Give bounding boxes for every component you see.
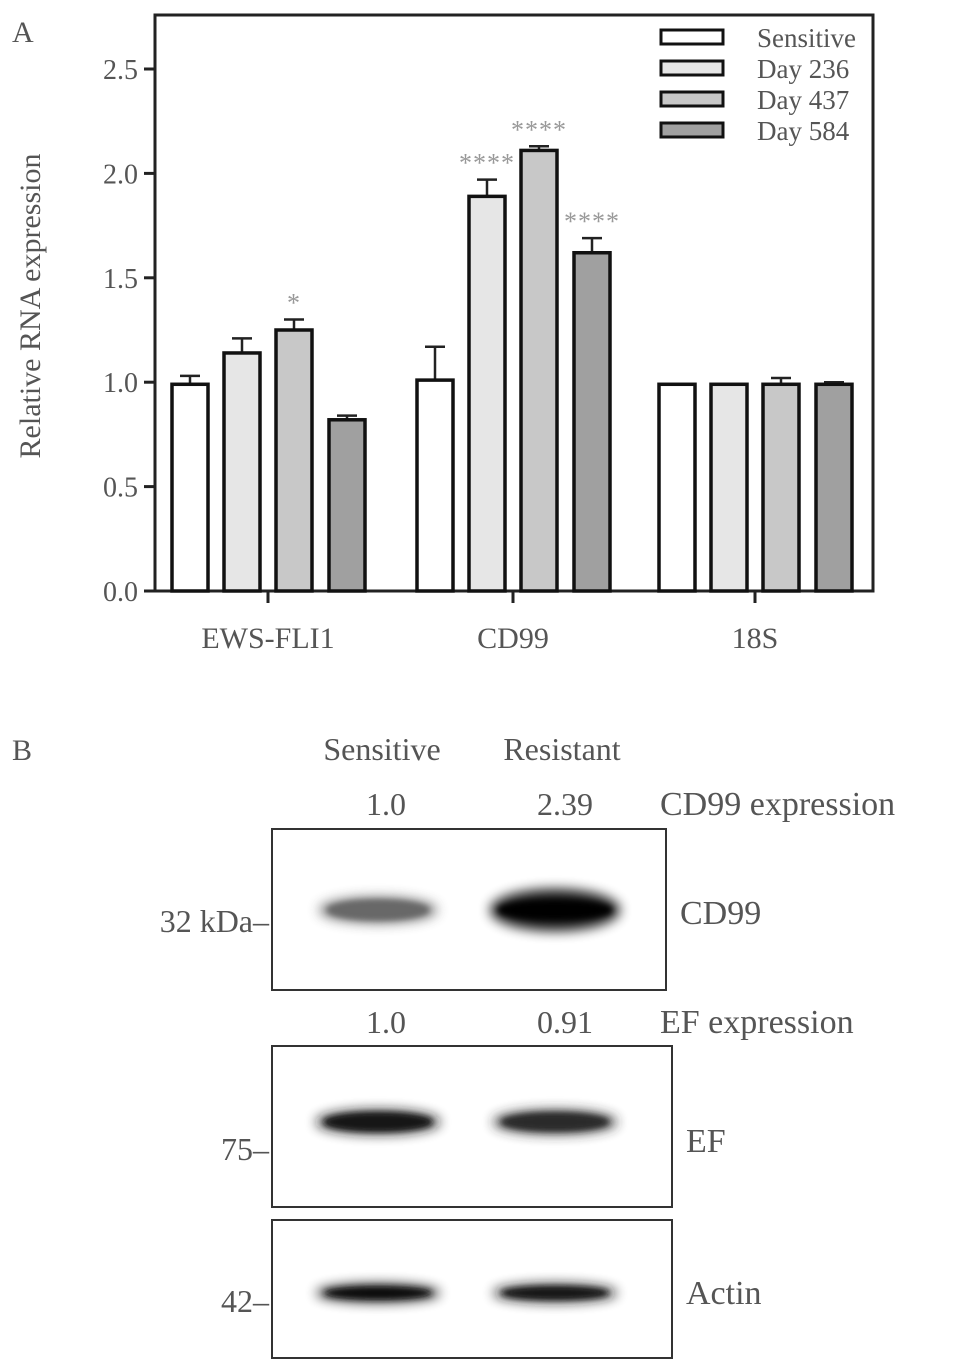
y-tick-label: 1.5 <box>103 264 138 295</box>
y-tick-label: 0.0 <box>103 577 138 608</box>
bar-day-437 <box>274 328 314 593</box>
bar-day-437 <box>519 148 559 593</box>
bar-chart: Relative RNA expression 0.0 0.5 1.0 1.5 2.0 2… <box>14 13 875 655</box>
protein-label: Actin <box>686 1275 762 1312</box>
protein-label: CD99 <box>680 895 761 932</box>
legend-swatch <box>659 121 725 139</box>
bar-sensitive <box>170 382 210 593</box>
legend-label: Sensitive <box>757 23 856 53</box>
legend-label: Day 437 <box>757 85 849 115</box>
bar-day-437 <box>761 382 801 593</box>
panel-a-label: A <box>12 16 34 49</box>
bar-sensitive <box>657 382 697 593</box>
bar-day-584 <box>572 250 612 593</box>
bar-day-236 <box>222 351 262 593</box>
y-tick-label: 2.0 <box>103 159 138 190</box>
panel-b-label: B <box>12 734 32 767</box>
legend-label: Day 584 <box>757 116 850 146</box>
y-tick-label: 0.5 <box>103 473 138 504</box>
molecular-weight-marker: 32 kDa– <box>160 903 270 939</box>
quantification-label: CD99 expression <box>660 786 895 823</box>
significance-marker: **** <box>511 115 567 144</box>
y-axis-label: Relative RNA expression <box>14 154 47 459</box>
significance-marker: **** <box>564 207 620 236</box>
legend-swatch <box>659 28 725 46</box>
bar-day-236 <box>709 382 749 593</box>
bar-sensitive <box>415 378 455 593</box>
y-tick-label: 2.5 <box>103 55 138 86</box>
protein-band-core <box>324 1287 432 1299</box>
quantification-label: EF expression <box>660 1004 854 1041</box>
legend-label: Day 236 <box>757 54 849 84</box>
legend-swatch <box>659 90 725 108</box>
quantification-value: 0.91 <box>537 1004 593 1040</box>
molecular-weight-marker: 75– <box>221 1131 270 1167</box>
x-category-label: CD99 <box>477 622 549 655</box>
significance-marker: * <box>287 289 301 318</box>
blot-panel-cd99: 32 kDa– CD99 1.0 2.39 CD99 expression <box>160 786 895 991</box>
protein-band-core <box>501 1113 609 1131</box>
protein-band-core <box>501 1287 609 1299</box>
bar-day-584 <box>327 418 367 593</box>
quantification-value: 1.0 <box>366 1004 406 1040</box>
western-blot: Sensitive Resistant 32 kDa– CD99 1.0 2.39 CD… <box>160 731 895 1359</box>
quantification-value: 1.0 <box>366 786 406 822</box>
x-category-label: EWS-FLI1 <box>201 622 334 655</box>
bar-day-236 <box>467 194 507 593</box>
x-category-label: 18S <box>732 622 779 655</box>
column-label-resistant: Resistant <box>503 731 620 767</box>
blot-panel-ef: 75– EF 1.0 0.91 EF expression <box>221 1004 854 1208</box>
protein-band-core <box>498 900 612 920</box>
legend-swatch <box>659 59 725 77</box>
blot-panel-actin: 42– Actin <box>221 1219 762 1359</box>
quantification-value: 2.39 <box>537 786 593 822</box>
column-label-sensitive: Sensitive <box>323 731 440 767</box>
protein-label: EF <box>686 1123 726 1160</box>
bar-day-584 <box>814 382 854 593</box>
y-tick-label: 1.0 <box>103 368 138 399</box>
significance-marker: **** <box>459 149 515 178</box>
protein-band-core <box>327 900 429 920</box>
molecular-weight-marker: 42– <box>221 1283 270 1319</box>
protein-band-core <box>324 1113 432 1131</box>
